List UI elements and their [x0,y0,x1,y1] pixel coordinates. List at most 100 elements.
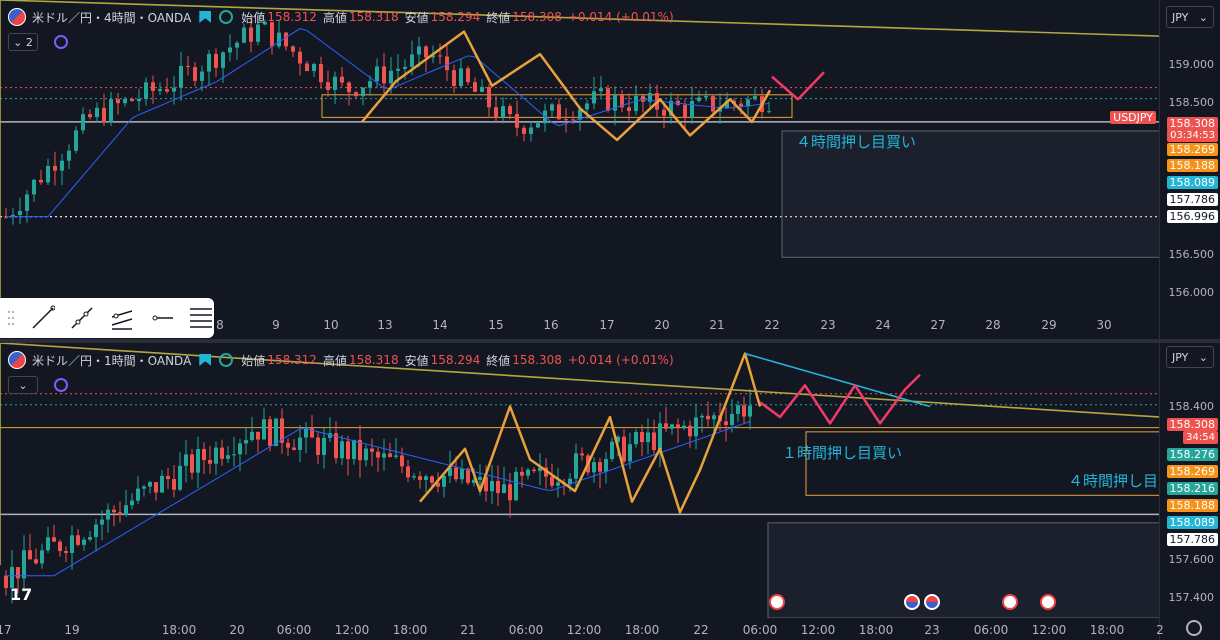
horizontal-ray-tool-icon[interactable] [149,305,175,331]
candle [442,475,446,487]
price-chart-1h[interactable] [0,343,1160,618]
time-tick: 12:00 [334,623,370,637]
moving-average-line [6,28,770,218]
close-value: 158.308 [512,10,562,24]
candle [599,88,603,92]
currency-select[interactable]: JPY ⌄ [1166,346,1214,368]
sync-icon[interactable] [54,35,68,49]
candle [106,509,110,520]
candle [268,419,272,446]
time-tick: 06:00 [973,623,1009,637]
currency-select[interactable]: JPY ⌄ [1166,6,1214,28]
candle [724,421,728,425]
economic-event-icon[interactable] [1002,594,1018,610]
candle [364,448,368,461]
candle [202,449,206,461]
fib-retracement-tool-icon[interactable] [188,305,214,331]
us-jp-flag-icon [8,8,26,26]
candle [40,550,44,564]
candle [688,425,692,437]
candle [604,459,608,472]
candle [76,535,80,545]
candle [622,436,626,462]
tradingview-logo[interactable]: 17 [10,585,33,604]
candle [10,567,14,588]
bookmark-icon[interactable] [199,354,212,366]
candle [514,471,518,501]
candle [270,22,274,47]
candle [571,119,575,121]
candle [536,123,540,128]
candle [580,453,584,456]
symbol-legend: 米ドル／円・1時間・OANDA 始値 158.312 高値 158.318 安値 15… [8,351,680,369]
price-axis[interactable]: JPY ⌄ 158.400 158.308 34:54 158.276 158.2… [1159,343,1220,640]
collapse-indicators-button[interactable]: ⌄ [8,376,38,394]
candle [445,56,449,71]
moving-average-line [6,421,751,577]
candle [160,475,164,493]
drag-handle-icon[interactable] [6,308,16,328]
candle [262,419,266,440]
low-label: 安値 [404,10,429,25]
ray-tool-icon[interactable] [69,305,95,331]
time-tick: 13 [377,318,393,332]
us-event-icon[interactable] [924,594,940,610]
bookmark-icon[interactable] [199,11,212,23]
us-event-icon[interactable] [904,594,920,610]
candle [662,109,666,116]
candle [179,65,183,88]
us-jp-flag-icon [8,351,26,369]
collapse-indicators-button[interactable]: ⌄ 2 [8,33,38,51]
candle [389,70,393,84]
candle [60,160,64,171]
trend-line-tool-icon[interactable] [30,305,56,331]
candle [88,114,92,118]
time-tick: 12:00 [1031,623,1067,637]
candle [585,103,589,110]
pane-divider[interactable] [0,339,1220,343]
candle [487,86,491,108]
candle [690,101,694,118]
candle [742,405,746,417]
chart-pane-1h[interactable]: 米ドル／円・1時間・OANDA 始値 158.312 高値 158.318 安値 15… [0,343,1220,640]
candle [550,476,554,486]
parallel-channel-tool-icon[interactable] [109,305,135,331]
visibility-icon[interactable] [219,10,234,24]
close-label: 終値 [486,353,511,368]
candle [220,447,224,459]
gear-icon[interactable] [1186,620,1202,636]
candle [39,179,43,183]
candle [400,455,404,467]
chevron-down-icon: ⌄ [1198,10,1208,24]
candle [328,433,332,438]
candle [417,46,421,55]
zone-box [805,431,1160,496]
drawing-toolbar [0,298,214,338]
candle [346,441,350,460]
time-tick: 8 [216,318,224,332]
candle [142,486,146,489]
candle [704,96,708,98]
indicator-count: 2 [25,35,33,49]
candle [430,476,434,483]
candle [466,468,470,483]
sync-icon[interactable] [54,378,68,392]
candle [480,86,484,92]
time-tick: 06:00 [508,623,544,637]
candle [256,431,260,440]
candle [207,53,211,72]
projection-path [771,71,825,101]
candle [158,89,162,91]
symbol-title[interactable]: 米ドル／円・1時間・OANDA [32,353,192,368]
candle [249,27,253,42]
time-tick: 10 [323,318,339,332]
economic-event-icon[interactable] [769,594,785,610]
visibility-icon[interactable] [219,353,234,367]
price-chart-4h[interactable] [0,0,1160,316]
economic-event-icon[interactable] [1040,594,1056,610]
price-axis[interactable]: JPY ⌄ 159.000 158.500 158.308 03:34:53 15… [1159,0,1220,340]
candle [154,482,158,493]
candle [208,460,212,464]
chart-pane-4h[interactable]: 米ドル／円・4時間・OANDA 始値 158.312 高値 158.318 安値 15… [0,0,1220,340]
symbol-title[interactable]: 米ドル／円・4時間・OANDA [32,10,192,25]
